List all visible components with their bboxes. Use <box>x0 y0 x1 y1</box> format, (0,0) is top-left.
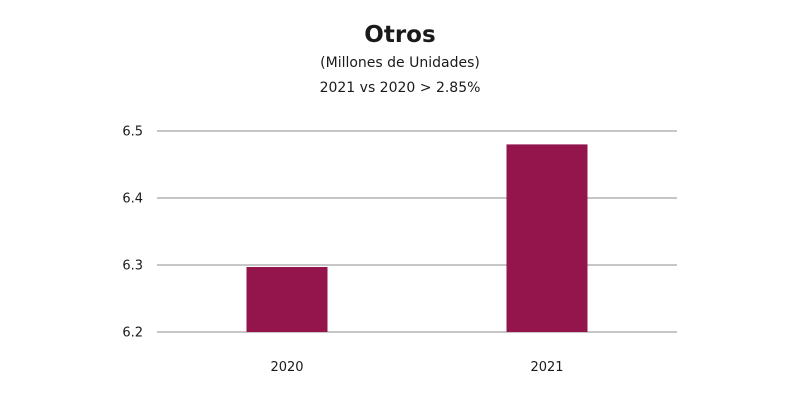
y-axis-tick-labels: 6.2 6.3 6.4 6.5 <box>122 125 143 341</box>
bars <box>246 144 588 332</box>
y-tick-label: 6.3 <box>122 259 143 274</box>
chart-subtitle: (Millones de Unidades) <box>320 55 480 71</box>
x-category-label: 2021 <box>530 360 563 375</box>
x-axis-category-labels: 2020 2021 <box>270 360 563 375</box>
chart-comparison-note: 2021 vs 2020 > 2.85% <box>319 80 481 96</box>
chart-title: Otros <box>364 22 436 48</box>
x-category-label: 2020 <box>270 360 303 375</box>
y-tick-label: 6.2 <box>122 326 143 341</box>
y-tick-label: 6.5 <box>122 125 143 140</box>
y-tick-label: 6.4 <box>122 192 143 207</box>
gridlines <box>157 130 677 333</box>
bar-2020 <box>246 267 328 332</box>
bar-2021 <box>506 144 588 332</box>
